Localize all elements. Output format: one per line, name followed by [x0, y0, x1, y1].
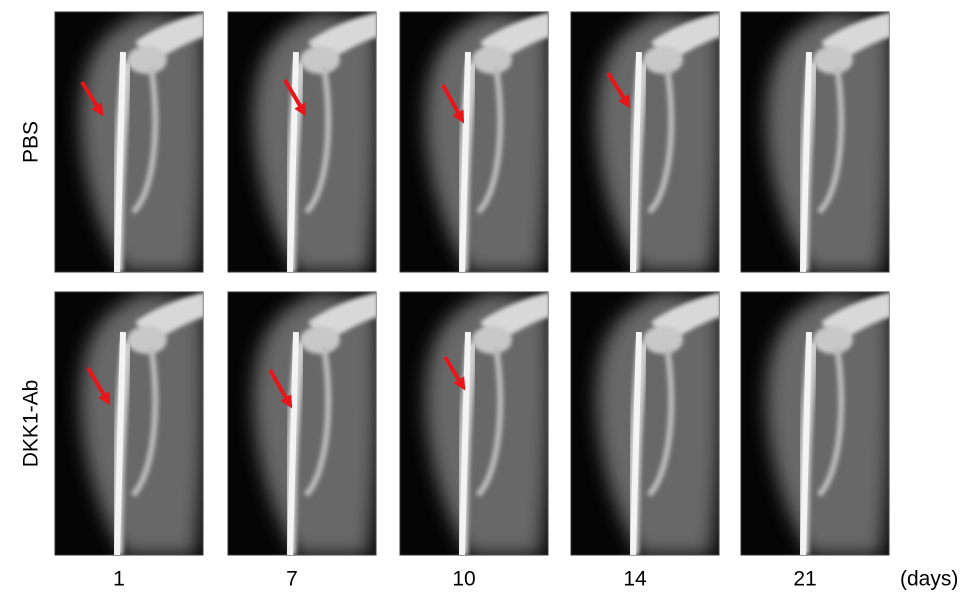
xray-panel: [571, 12, 721, 272]
panel-grid: [55, 12, 891, 555]
day-label: 21: [793, 568, 816, 591]
unit-label: (days): [900, 568, 958, 591]
row-label: DKK1-Ab: [20, 380, 43, 468]
knee: [127, 326, 167, 354]
knee: [472, 46, 512, 74]
xray-panel: [400, 12, 550, 272]
row-label: PBS: [20, 121, 43, 163]
day-label: 1: [113, 568, 125, 591]
day-label: 10: [452, 568, 475, 591]
knee: [472, 326, 512, 354]
knee: [127, 46, 167, 74]
knee: [300, 326, 340, 354]
knee: [643, 46, 683, 74]
knee: [300, 46, 340, 74]
xray-panel: [741, 12, 891, 272]
day-label: 14: [623, 568, 647, 591]
xray-panel: [741, 292, 891, 555]
xray-panel: [228, 292, 378, 555]
xray-panel: [228, 12, 378, 272]
xray-panel: [400, 292, 550, 555]
day-label: 7: [286, 568, 298, 591]
xray-panel: [571, 292, 721, 555]
knee: [813, 326, 853, 354]
xray-panel: [55, 12, 205, 272]
figure: (days) PBS DKK1-Ab 1 7 10 14 21: [0, 0, 961, 597]
xray-panel: [55, 292, 205, 555]
knee: [813, 46, 853, 74]
knee: [643, 326, 683, 354]
